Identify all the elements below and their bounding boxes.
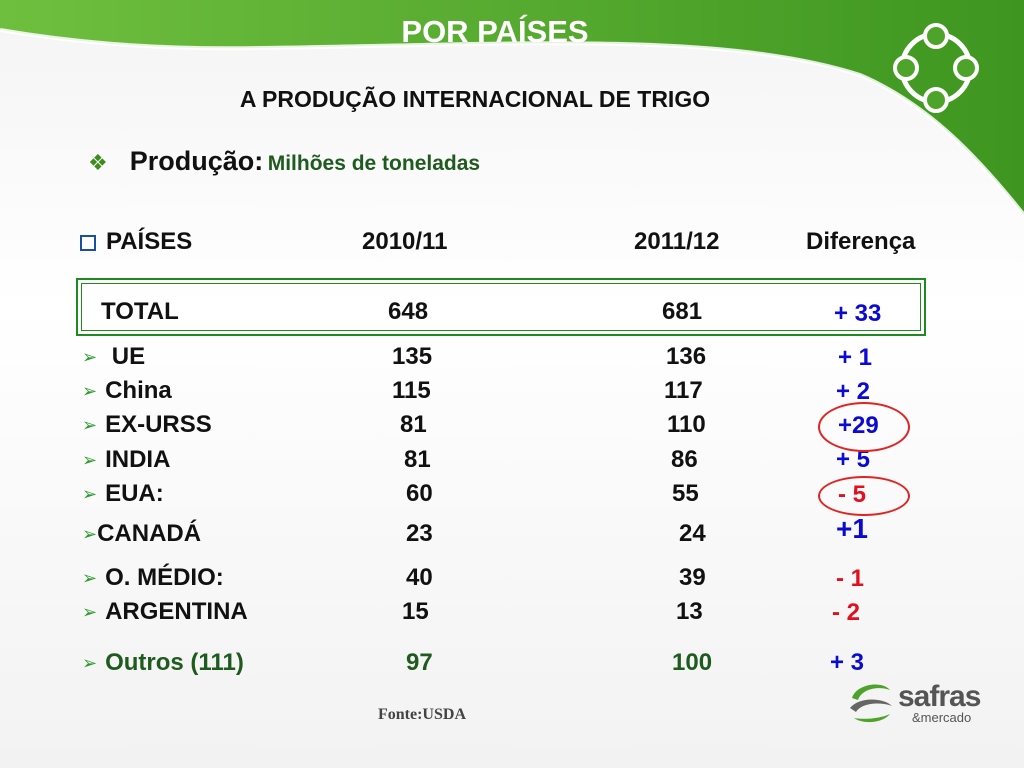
safras-logo-icon [850, 684, 892, 723]
country-cell: ➢ China [82, 377, 172, 404]
value-2011: 13 [676, 598, 703, 625]
diff-value: + 1 [838, 344, 873, 371]
country-cell: ➢ ARGENTINA [82, 598, 248, 625]
country-cell: ➢ EX-URSS [82, 411, 212, 438]
production-unit: Milhões de toneladas [267, 152, 481, 175]
highlight-circle [818, 402, 910, 452]
country-cell: ➢ INDIA [82, 446, 171, 473]
diff-value: + 3 [830, 649, 865, 676]
square-bullet-icon [80, 234, 96, 251]
diff-value: +1 [836, 513, 868, 544]
country-cell: ➢ UE [82, 343, 146, 370]
value-2010: 81 [400, 411, 427, 438]
value-2011: 55 [672, 480, 699, 507]
arrow-bullet-icon: ➢ [82, 653, 98, 673]
logo-name: safras [898, 680, 981, 713]
country-cell: ➢CANADÁ [82, 520, 202, 547]
highlight-circle [818, 476, 910, 516]
arrow-bullet-icon: ➢ [82, 602, 98, 622]
country-cell: ➢ O. MÉDIO: [82, 564, 224, 591]
arrow-bullet-icon: ➢ [82, 347, 98, 367]
total-2010: 648 [388, 298, 429, 325]
value-2011: 39 [679, 564, 706, 591]
diff-value: + 2 [836, 378, 871, 405]
value-2011: 136 [666, 343, 707, 370]
source-note: Fonte:USDA [378, 706, 466, 723]
total-diff: + 33 [834, 300, 882, 327]
value-2011: 86 [671, 446, 698, 473]
diff-value: - 2 [832, 599, 861, 626]
value-2010: 97 [406, 649, 433, 676]
diff-value: - 1 [836, 565, 865, 592]
header-countries-label: PAÍSES [106, 228, 193, 255]
arrow-bullet-icon: ➢ [82, 381, 98, 401]
production-line: ❖ Produção: Milhões de toneladas [88, 146, 480, 177]
value-2011: 100 [672, 649, 713, 676]
ring-emblem-icon [893, 23, 979, 113]
value-2010: 60 [406, 480, 433, 507]
total-label: TOTAL [101, 298, 179, 325]
arrow-bullet-icon: ➢ [82, 484, 98, 504]
page-title: POR PAÍSES [401, 14, 589, 49]
header-difference: Diferença [806, 228, 916, 255]
header-year-1: 2010/11 [362, 228, 448, 255]
arrow-bullet-icon: ➢ [82, 524, 98, 544]
arrow-bullet-icon: ➢ [82, 450, 98, 470]
value-2011: 117 [664, 377, 703, 404]
arrow-bullet-icon: ➢ [82, 415, 98, 435]
value-2011: 24 [679, 520, 706, 547]
total-box [76, 278, 926, 336]
value-2010: 115 [392, 377, 431, 404]
header-year-2: 2011/12 [634, 228, 720, 255]
value-2010: 23 [406, 520, 433, 547]
production-label: Produção: [129, 146, 264, 176]
country-cell: ➢ Outros (111) [82, 649, 244, 676]
value-2010: 81 [404, 446, 431, 473]
country-cell: ➢ EUA: [82, 480, 164, 507]
total-2011: 681 [662, 298, 703, 325]
page-subtitle: A PRODUÇÃO INTERNACIONAL DE TRIGO [239, 86, 711, 112]
value-2011: 110 [667, 411, 706, 438]
logo-subtitle: &mercado [912, 710, 972, 725]
value-2010: 40 [406, 564, 433, 591]
value-2010: 15 [402, 598, 429, 625]
diamond-bullet-icon: ❖ [88, 150, 108, 175]
header-countries: PAÍSES [80, 228, 192, 256]
value-2010: 135 [392, 343, 433, 370]
arrow-bullet-icon: ➢ [82, 568, 98, 588]
